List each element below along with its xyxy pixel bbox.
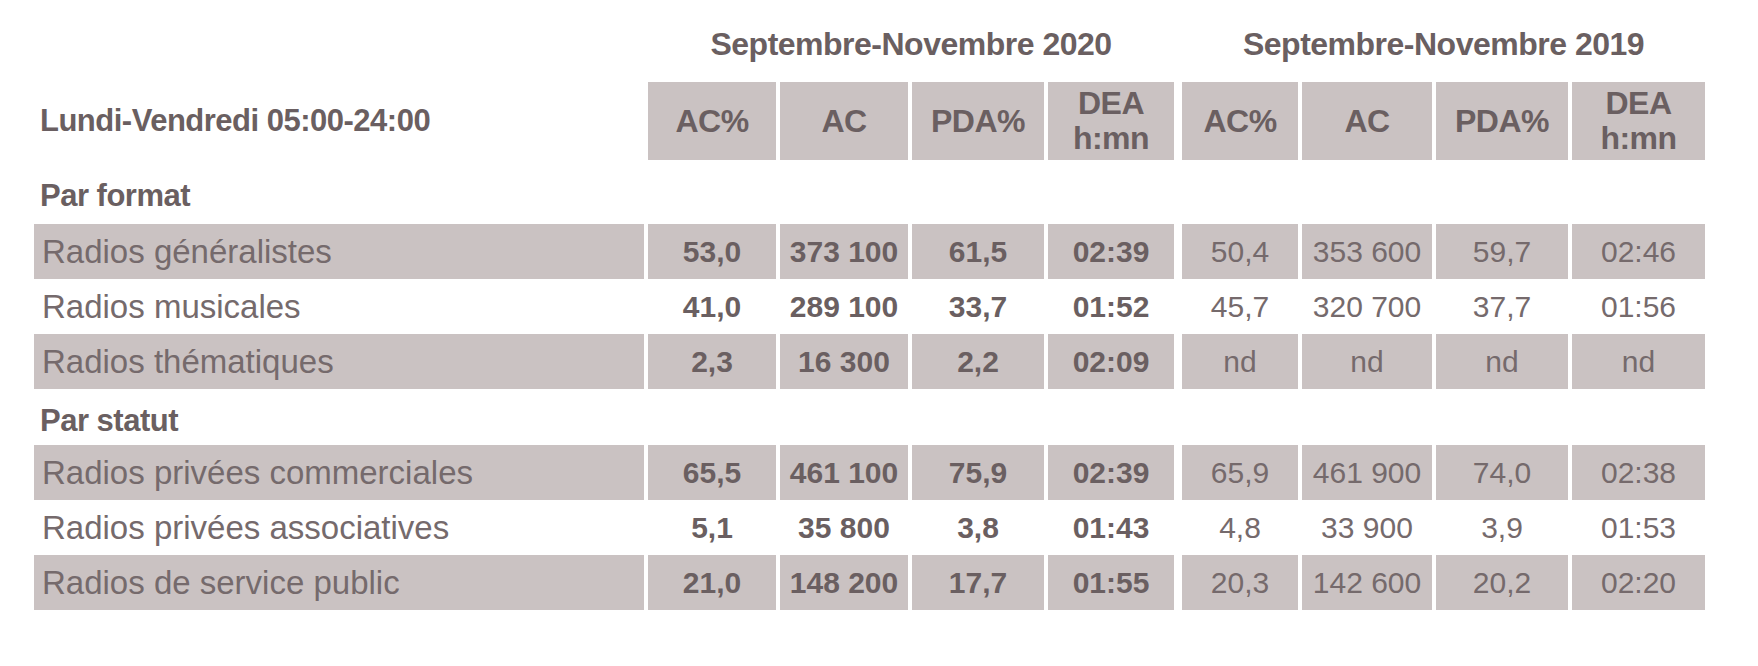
value-cell: 53,0	[648, 224, 776, 279]
value-cell: 37,7	[1436, 279, 1568, 334]
value-cell: 02:39	[1048, 224, 1174, 279]
row-label-radios-de-service-public: Radios de service public	[34, 555, 644, 610]
value-cell: 3,8	[912, 500, 1044, 555]
value-cell: 01:43	[1048, 500, 1174, 555]
col-header-2020-pda-pct: PDA%	[912, 82, 1044, 160]
value-cell: 33 900	[1302, 500, 1432, 555]
value-cell: 5,1	[648, 500, 776, 555]
section-title-par-statut: Par statut	[34, 389, 1705, 445]
value-cell: 2,3	[648, 334, 776, 389]
col-header-2020-ac: AC	[780, 82, 908, 160]
year-header-2019: Septembre-Novembre 2019	[1182, 14, 1705, 82]
value-cell: 02:09	[1048, 334, 1174, 389]
value-cell: 74,0	[1436, 445, 1568, 500]
value-cell: nd	[1572, 334, 1705, 389]
col-header-2019-ac-pct: AC%	[1182, 82, 1298, 160]
value-cell: nd	[1302, 334, 1432, 389]
value-cell: 148 200	[780, 555, 908, 610]
value-cell: 20,2	[1436, 555, 1568, 610]
value-cell: 59,7	[1436, 224, 1568, 279]
value-cell: 01:53	[1572, 500, 1705, 555]
value-cell: 353 600	[1302, 224, 1432, 279]
value-cell: 01:55	[1048, 555, 1174, 610]
value-cell: 02:46	[1572, 224, 1705, 279]
row-label-radios-musicales: Radios musicales	[34, 279, 644, 334]
value-cell: nd	[1436, 334, 1568, 389]
value-cell: 373 100	[780, 224, 908, 279]
value-cell: 65,5	[648, 445, 776, 500]
value-cell: 2,2	[912, 334, 1044, 389]
value-cell: 61,5	[912, 224, 1044, 279]
row-label-radios-thematiques: Radios thématiques	[34, 334, 644, 389]
value-cell: 35 800	[780, 500, 908, 555]
value-cell: 02:38	[1572, 445, 1705, 500]
value-cell: 3,9	[1436, 500, 1568, 555]
value-cell: 461 100	[780, 445, 908, 500]
value-cell: 01:56	[1572, 279, 1705, 334]
col-header-2019-dea: DEA h:mn	[1572, 82, 1705, 160]
value-cell: 21,0	[648, 555, 776, 610]
value-cell: 65,9	[1182, 445, 1298, 500]
col-header-2019-ac: AC	[1302, 82, 1432, 160]
value-cell: 33,7	[912, 279, 1044, 334]
value-cell: 02:20	[1572, 555, 1705, 610]
value-cell: 289 100	[780, 279, 908, 334]
value-cell: 4,8	[1182, 500, 1298, 555]
row-label-radios-privees-commerciales: Radios privées commerciales	[34, 445, 644, 500]
value-cell: 142 600	[1302, 555, 1432, 610]
value-cell: 75,9	[912, 445, 1044, 500]
value-cell: 20,3	[1182, 555, 1298, 610]
radio-audience-table: Septembre-Novembre 2020 Septembre-Novemb…	[34, 14, 1705, 610]
col-header-2020-ac-pct: AC%	[648, 82, 776, 160]
col-header-2019-pda-pct: PDA%	[1436, 82, 1568, 160]
daypart-label: Lundi-Vendredi 05:00-24:00	[34, 82, 644, 160]
value-cell: 320 700	[1302, 279, 1432, 334]
value-cell: nd	[1182, 334, 1298, 389]
value-cell: 41,0	[648, 279, 776, 334]
value-cell: 50,4	[1182, 224, 1298, 279]
section-title-par-format: Par format	[34, 160, 1705, 224]
year-header-2020: Septembre-Novembre 2020	[648, 14, 1174, 82]
value-cell: 01:52	[1048, 279, 1174, 334]
value-cell: 461 900	[1302, 445, 1432, 500]
value-cell: 17,7	[912, 555, 1044, 610]
value-cell: 02:39	[1048, 445, 1174, 500]
row-label-radios-generalistes: Radios généralistes	[34, 224, 644, 279]
value-cell: 45,7	[1182, 279, 1298, 334]
col-header-2020-dea: DEA h:mn	[1048, 82, 1174, 160]
row-label-radios-privees-associatives: Radios privées associatives	[34, 500, 644, 555]
value-cell: 16 300	[780, 334, 908, 389]
